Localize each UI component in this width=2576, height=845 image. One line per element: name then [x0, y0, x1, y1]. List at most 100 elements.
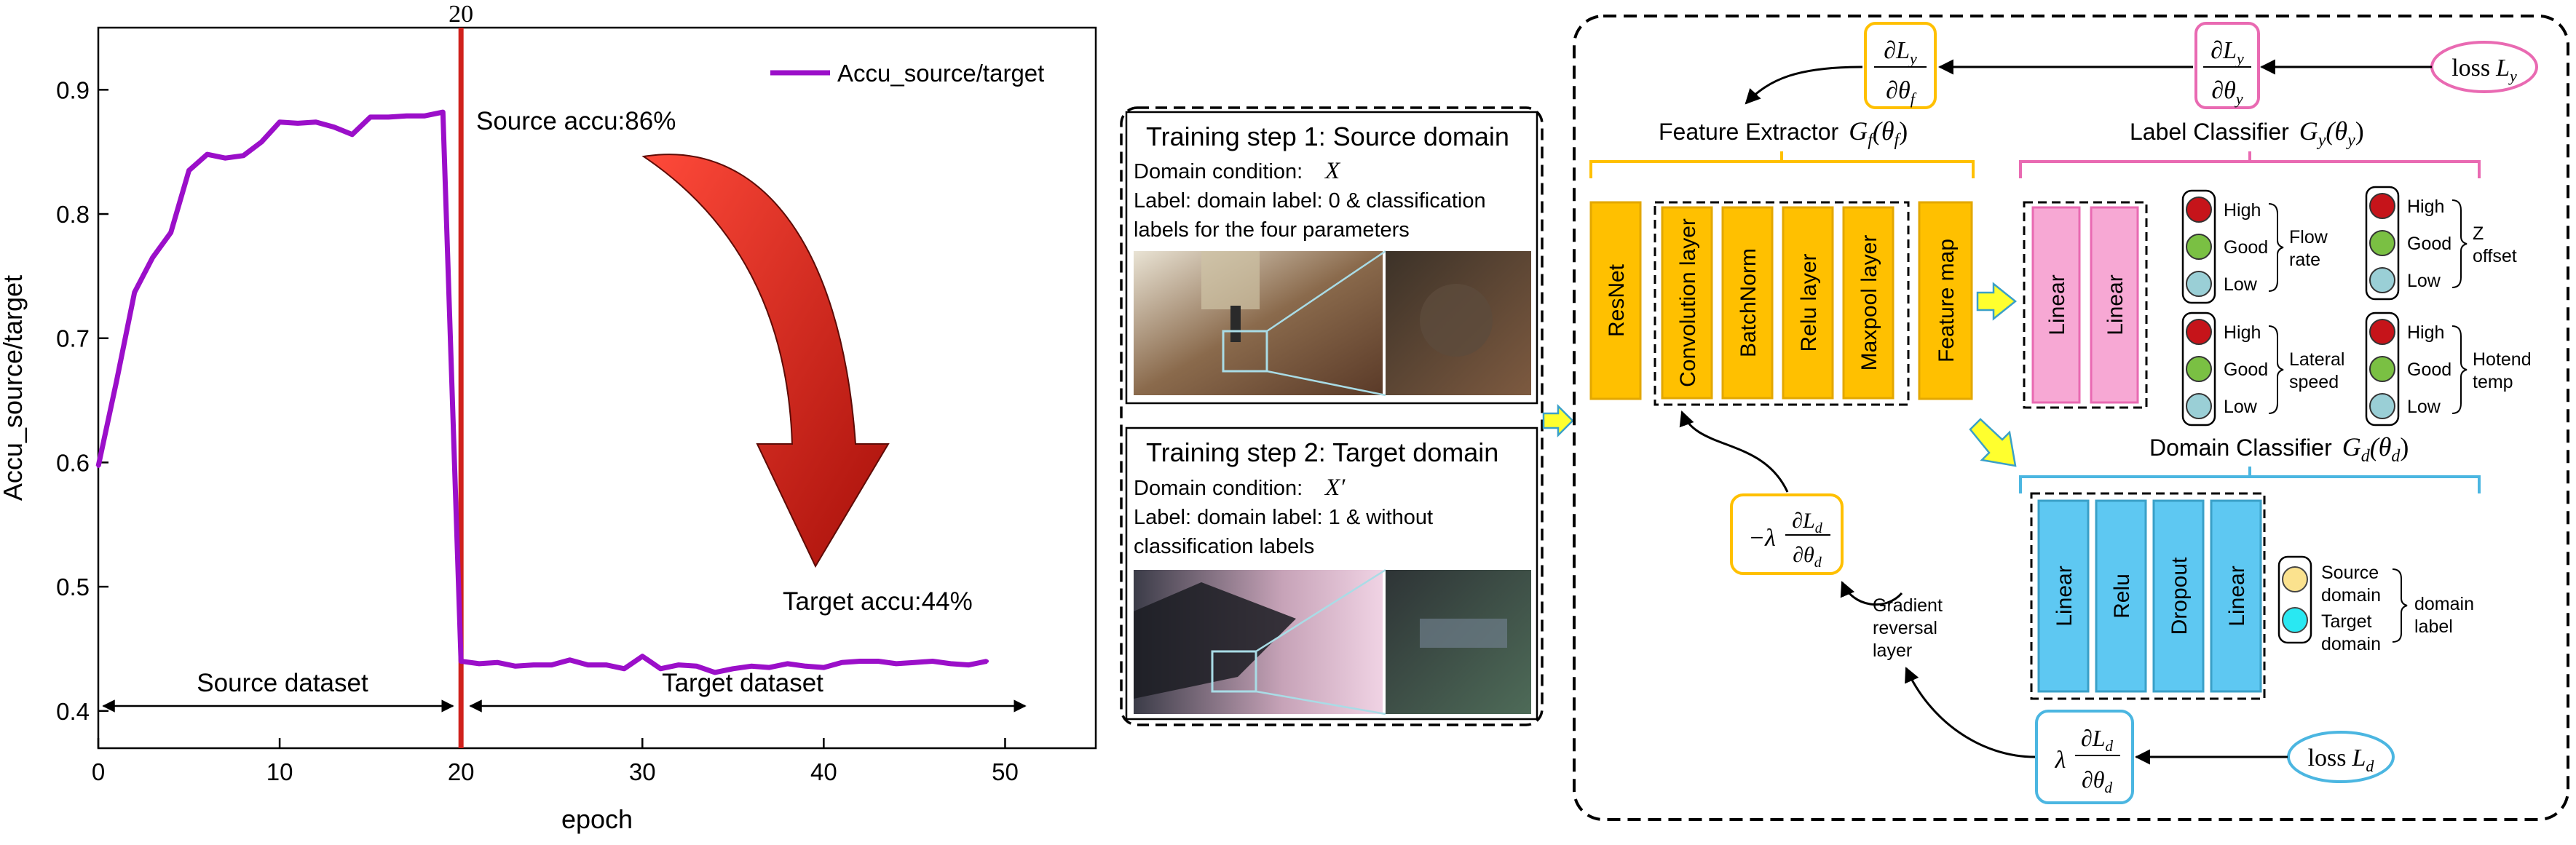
arrow-grl-to-neg-grad: [1840, 581, 1903, 606]
traffic-light-lamp: [2369, 356, 2395, 382]
data-point: [604, 663, 608, 667]
step1-box: [1125, 111, 1538, 405]
svg-text:∂Ly: ∂Ly: [1884, 37, 1917, 68]
target-domain-line2: domain: [2321, 634, 2381, 654]
eq-sub-y: y: [2235, 49, 2244, 68]
fe-symbol-arg: (θ: [1873, 116, 1895, 146]
step1-label-line1: Label: domain label: 0 & classification: [1134, 189, 1486, 213]
fe-layer-label: Relu layer: [1797, 253, 1821, 352]
level-label: Low: [2407, 271, 2441, 291]
step1-label-line2: labels for the four parameters: [1134, 218, 1410, 242]
fe-inner-dashed-group: [1654, 201, 1910, 406]
step2-label-line2: classification labels: [1134, 535, 1314, 558]
eq-sub-f: f: [1911, 90, 1917, 108]
data-point: [296, 121, 300, 125]
eq-partial: ∂: [1792, 509, 1803, 533]
dc-layer-block: [2095, 499, 2147, 693]
step2-box: [1125, 427, 1538, 721]
loss-ld-sub: d: [2366, 757, 2374, 775]
fe-layer-block: [1721, 206, 1774, 400]
param-label-z: offset: [2473, 246, 2517, 266]
eq-theta: θ: [2093, 766, 2105, 793]
data-point: [422, 114, 427, 118]
eq-sub-y: y: [1908, 49, 1917, 68]
data-point: [495, 660, 499, 665]
loss-ld-word: loss: [2308, 745, 2347, 771]
loss-ld-ellipse: loss Ld: [2287, 731, 2395, 783]
level-label: High: [2407, 322, 2444, 343]
lambda: λ: [2055, 747, 2066, 774]
traffic-light-lamp: [2186, 271, 2212, 297]
yellow-arrow-into-network: [1542, 403, 1574, 438]
param-brace: [2268, 203, 2284, 292]
param-label-flow: rate: [2289, 250, 2320, 270]
source-domain-line2: domain: [2321, 585, 2381, 606]
traffic-light-lamp: [2369, 393, 2395, 419]
lc-layer-label: Linear: [2103, 274, 2127, 335]
data-point: [259, 140, 264, 144]
eq-sub-d: d: [1814, 555, 1822, 571]
y-tick-label: 0.5: [56, 574, 90, 600]
data-point: [839, 660, 844, 665]
lc-layer-block: [2031, 206, 2081, 404]
traffic-light-lamp: [2186, 393, 2212, 419]
eq-partial: ∂: [1886, 77, 1898, 104]
feature-extractor-title: Feature Extractor: [1659, 119, 1839, 145]
svg-text:∂θd: ∂θd: [2082, 766, 2113, 796]
dc-layer-block: [2210, 499, 2262, 693]
legend-label: Accu_source/target: [837, 60, 1044, 87]
data-point: [350, 132, 355, 137]
lc-symbol-argsub: y: [2346, 131, 2355, 150]
data-point: [387, 115, 391, 119]
step2-title: Training step 2: Target domain: [1146, 437, 1498, 467]
loss-ly-ellipse: loss Ly: [2430, 41, 2538, 93]
traffic-light-lamp: [2186, 197, 2212, 223]
data-point: [187, 168, 191, 172]
eq-theta: θ: [1803, 543, 1814, 567]
eq-partial: ∂: [2211, 77, 2224, 104]
neg-lambda: −λ: [1748, 525, 1776, 552]
data-point: [985, 659, 989, 664]
data-point: [949, 662, 953, 666]
data-point: [622, 667, 626, 671]
eq-partial: ∂: [1793, 543, 1803, 567]
dc-layer-block: [2152, 499, 2205, 693]
level-label: Good: [2407, 234, 2451, 254]
data-point: [133, 290, 137, 295]
y-axis-label: Accu_source/target: [0, 275, 28, 501]
eq-partial: ∂: [2082, 766, 2093, 793]
eq-theta: θ: [1898, 77, 1911, 104]
dc-layer-label: Linear: [2225, 566, 2249, 626]
traffic-light-lamp: [2186, 319, 2212, 345]
x-axis-label: epoch: [561, 804, 633, 834]
data-point: [931, 659, 935, 664]
level-label: Low: [2407, 397, 2441, 417]
lc-symbol-sub: y: [2317, 131, 2326, 150]
target-accu-annotation: Target accu:44%: [783, 587, 973, 616]
fe-layer-label: Feature map: [1935, 239, 1959, 362]
data-point: [731, 667, 735, 671]
grad-ly-theta-y: ∂Ly ∂θy: [2194, 22, 2260, 109]
yellow-arrow-to-domain-classifier: [1969, 418, 2017, 467]
param-label-z: Z: [2473, 223, 2484, 244]
data-point: [277, 120, 282, 124]
dc-inner-dashed-group: [2030, 492, 2266, 700]
data-point: [821, 665, 826, 670]
traffic-light-lamp: [2186, 356, 2212, 382]
domain-classifier-title: Domain Classifier: [2149, 435, 2332, 461]
grl-line3: layer: [1873, 640, 1912, 661]
source-accu-annotation: Source accu:86%: [476, 107, 676, 135]
domain-label-side-line2: label: [2414, 616, 2453, 637]
y-tick-label: 0.7: [56, 325, 90, 352]
x-tick-label: 0: [92, 758, 105, 785]
data-point: [477, 662, 481, 666]
dc-symbol: G: [2342, 432, 2361, 461]
param-label-lateral: speed: [2289, 372, 2339, 392]
data-point: [876, 659, 880, 664]
traffic-light-lamp: [2369, 230, 2395, 256]
dc-layer-label: Linear: [2052, 566, 2077, 626]
fe-symbol: G: [1849, 116, 1868, 146]
